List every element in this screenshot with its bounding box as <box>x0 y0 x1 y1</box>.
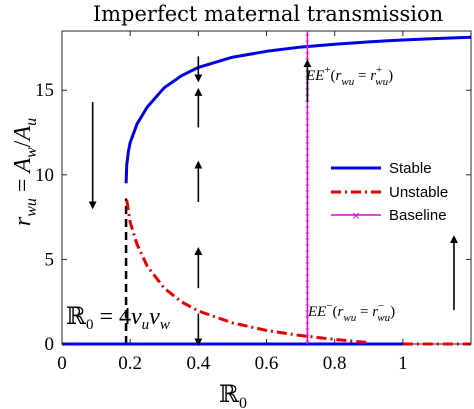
x-tick-label: 1 <box>398 353 408 374</box>
chart-title: Imperfect maternal transmission <box>93 2 443 26</box>
legend: Stable Unstable × Baseline <box>326 152 463 230</box>
y-tick-label: 0 <box>45 334 55 355</box>
x-tick-label: 0.8 <box>323 353 347 374</box>
y-tick-label: 15 <box>35 80 54 101</box>
x-axis-label: ℝ0 <box>219 382 247 409</box>
x-tick-label: 0.6 <box>255 353 279 374</box>
arrow-layer <box>88 56 458 347</box>
legend-label-baseline: Baseline <box>389 207 447 224</box>
x-tick-label: 0.4 <box>186 353 210 374</box>
ee-minus-annotation: EE−(rwu = r− wu) <box>307 300 395 324</box>
legend-label-unstable: Unstable <box>389 184 448 201</box>
x-tick-label: 0 <box>57 353 67 374</box>
ee-plus-annotation: EE+(rwu = r+ wu) <box>305 64 393 88</box>
legend-label-stable: Stable <box>389 160 432 177</box>
x-tick-label: 0.2 <box>118 353 142 374</box>
legend-box <box>326 152 463 230</box>
series-line-unstable <box>125 199 369 345</box>
r0-formula-annotation: ℝ0 = 4vuvw <box>66 304 170 333</box>
y-tick-label: 5 <box>45 249 55 270</box>
y-axis-label: rwu = Aw/Au <box>10 118 40 226</box>
legend-swatch-baseline-marker: × <box>351 209 360 222</box>
y-tick-label: 10 <box>35 165 54 186</box>
